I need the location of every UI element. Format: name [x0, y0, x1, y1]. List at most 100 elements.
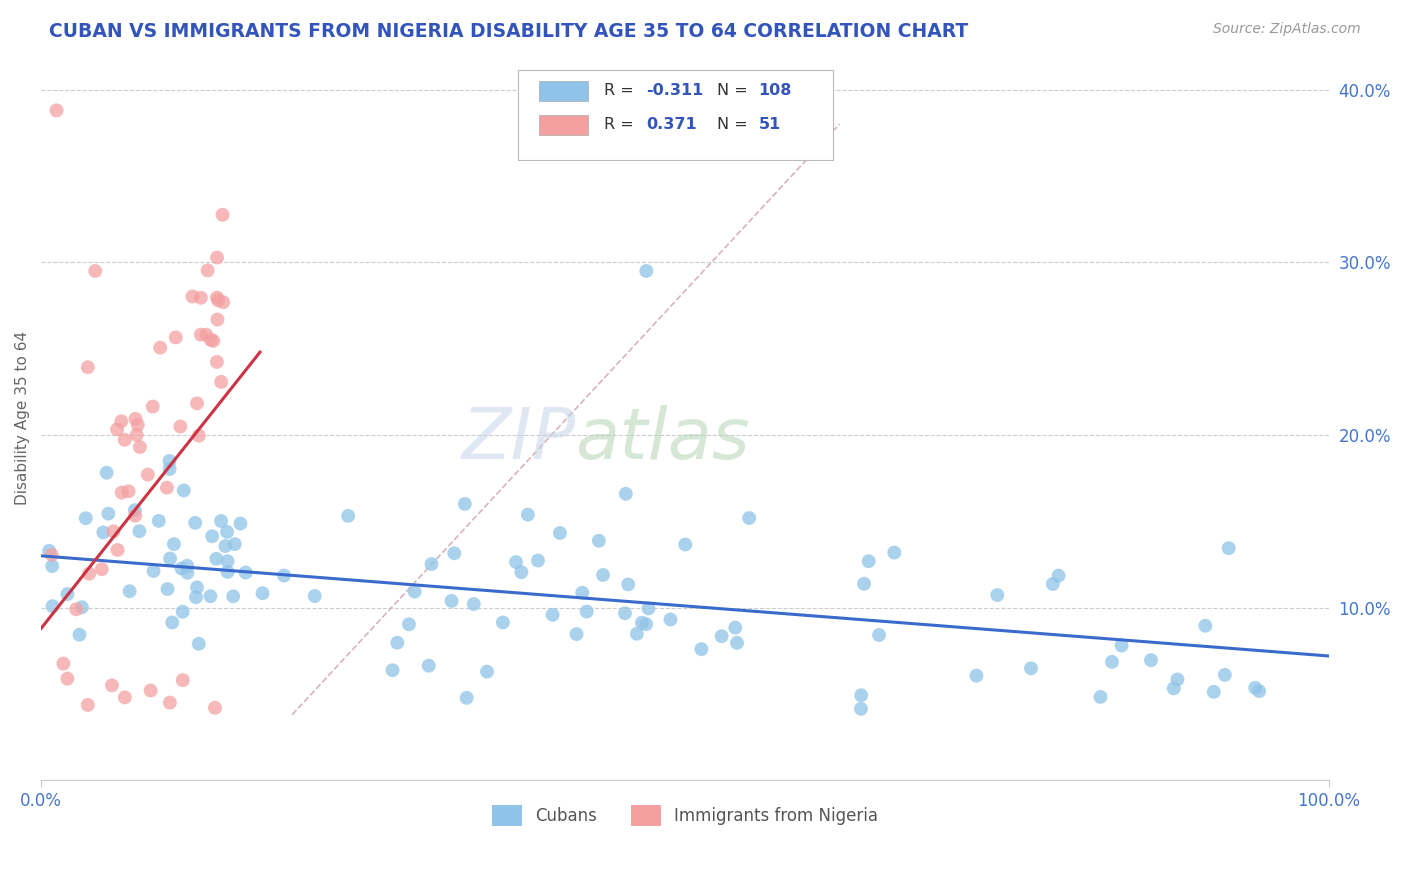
Point: [516, 508, 538, 522]
Point: [187, 428, 209, 442]
Point: [84, 264, 107, 278]
Point: [214, 539, 236, 553]
Point: [592, 568, 614, 582]
Point: [202, 334, 225, 348]
Point: [38, 543, 60, 558]
FancyBboxPatch shape: [517, 70, 832, 161]
Point: [475, 665, 498, 679]
Point: [571, 585, 593, 599]
Text: 108: 108: [758, 83, 792, 98]
Point: [626, 627, 648, 641]
Point: [156, 582, 179, 596]
Point: [636, 264, 658, 278]
Point: [387, 636, 409, 650]
Point: [541, 607, 564, 622]
Point: [986, 588, 1008, 602]
Point: [114, 433, 136, 447]
Point: [70, 600, 93, 615]
Text: ZIP: ZIP: [461, 405, 575, 474]
Point: [1202, 685, 1225, 699]
Text: CUBAN VS IMMIGRANTS FROM NIGERIA DISABILITY AGE 35 TO 64 CORRELATION CHART: CUBAN VS IMMIGRANTS FROM NIGERIA DISABIL…: [49, 22, 969, 41]
Point: [148, 514, 170, 528]
Point: [149, 341, 172, 355]
Point: [142, 400, 165, 414]
Point: [114, 690, 136, 705]
Point: [849, 702, 872, 716]
Point: [211, 208, 233, 222]
Point: [160, 615, 183, 630]
Point: [659, 613, 682, 627]
Text: atlas: atlas: [575, 405, 751, 474]
Point: [186, 581, 208, 595]
Point: [381, 663, 404, 677]
Point: [454, 497, 477, 511]
Point: [91, 525, 114, 540]
Point: [1111, 639, 1133, 653]
Point: [527, 553, 550, 567]
Point: [631, 615, 654, 630]
Text: 51: 51: [758, 117, 780, 132]
Point: [212, 295, 235, 310]
Point: [110, 414, 132, 428]
Point: [738, 511, 761, 525]
Point: [96, 466, 118, 480]
Point: [1042, 577, 1064, 591]
Text: R =: R =: [603, 117, 634, 132]
Point: [187, 637, 209, 651]
Point: [304, 589, 326, 603]
Point: [69, 628, 91, 642]
Point: [76, 360, 98, 375]
Point: [103, 524, 125, 539]
Point: [165, 330, 187, 344]
Point: [235, 566, 257, 580]
Point: [724, 621, 747, 635]
Point: [111, 485, 134, 500]
Point: [52, 657, 75, 671]
Point: [1163, 681, 1185, 696]
Point: [207, 312, 229, 326]
Point: [176, 558, 198, 573]
Point: [200, 589, 222, 603]
Point: [207, 293, 229, 308]
Point: [163, 537, 186, 551]
Point: [190, 327, 212, 342]
Point: [195, 327, 218, 342]
Point: [690, 642, 713, 657]
Point: [170, 561, 193, 575]
FancyBboxPatch shape: [540, 80, 588, 101]
Point: [172, 673, 194, 688]
Point: [142, 564, 165, 578]
Point: [710, 629, 733, 643]
Point: [575, 605, 598, 619]
Point: [56, 672, 79, 686]
Point: [588, 533, 610, 548]
Point: [159, 696, 181, 710]
Point: [548, 526, 571, 541]
Point: [1249, 684, 1271, 698]
Point: [97, 507, 120, 521]
Point: [1101, 655, 1123, 669]
Point: [139, 683, 162, 698]
Point: [215, 524, 238, 539]
Point: [510, 565, 533, 579]
Point: [456, 690, 478, 705]
Point: [205, 291, 228, 305]
Text: R =: R =: [603, 83, 634, 98]
Point: [505, 555, 527, 569]
Point: [41, 548, 63, 562]
Point: [868, 628, 890, 642]
Point: [41, 599, 63, 614]
Point: [190, 291, 212, 305]
Point: [1090, 690, 1112, 704]
Point: [614, 487, 637, 501]
Point: [77, 566, 100, 581]
Point: [128, 524, 150, 538]
Point: [673, 537, 696, 551]
Point: [101, 678, 124, 692]
Point: [90, 562, 112, 576]
Point: [229, 516, 252, 531]
Point: [443, 546, 465, 560]
Point: [159, 454, 181, 468]
Point: [205, 551, 228, 566]
Point: [273, 568, 295, 582]
